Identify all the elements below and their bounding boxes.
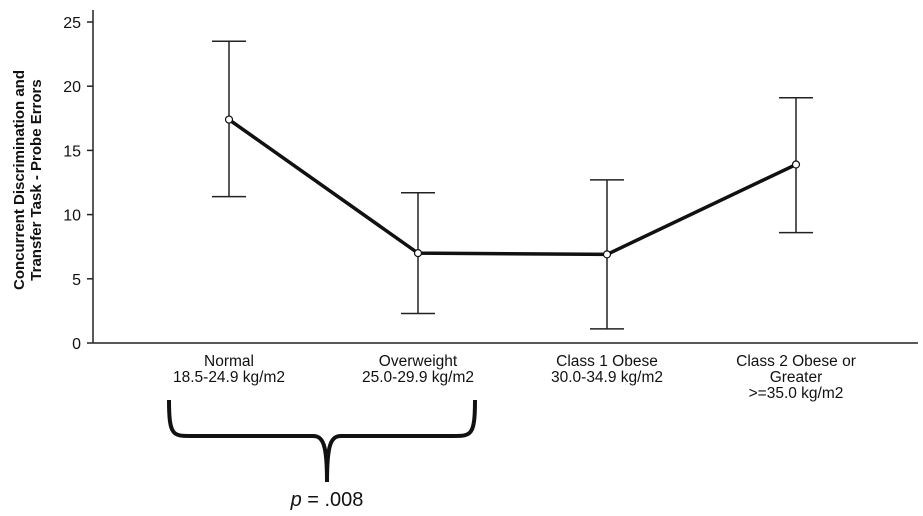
y-tick-label: 5: [72, 272, 81, 289]
series-line: [227, 118, 797, 257]
x-tick-label-line: Class 2 Obese or: [736, 353, 856, 370]
x-tick-label-line: Overweight: [379, 353, 458, 370]
x-tick-label: Normal 18.5-24.9 kg/m2: [173, 353, 285, 386]
x-tick-label-line: Greater: [770, 369, 823, 386]
x-tick-label-line: Normal: [204, 353, 254, 370]
x-tick-label: Overweight 25.0-29.9 kg/m2: [362, 353, 474, 386]
y-axis-label-line: Concurrent Discrimination and: [11, 70, 28, 290]
x-tick-label-line: Class 1 Obese: [556, 353, 658, 370]
data-point: [791, 160, 801, 169]
significance-brace: [167, 399, 477, 483]
y-ticks: 0 5 10 15 20 25: [63, 15, 93, 353]
x-tick-label-line: >=35.0 kg/m2: [749, 385, 844, 402]
y-tick-label: 10: [63, 208, 81, 225]
data-point: [413, 249, 423, 258]
series: [212, 40, 813, 330]
y-tick-label: 15: [63, 143, 81, 160]
data-point: [224, 115, 234, 124]
y-tick-label: 0: [72, 336, 81, 353]
x-tick-label: Class 2 Obese or Greater >=35.0 kg/m2: [736, 353, 856, 402]
y-axis-label-line: Transfer Task - Probe Errors: [28, 79, 45, 280]
axes: [92, 10, 918, 344]
p-value: = .008: [302, 489, 364, 511]
p-value-label: p = .008: [290, 489, 364, 511]
significance-annotation: p = .008: [167, 399, 477, 511]
x-tick-label-line: 25.0-29.9 kg/m2: [362, 369, 474, 386]
x-tick-label: Class 1 Obese 30.0-34.9 kg/m2: [551, 353, 663, 386]
data-point: [602, 250, 612, 259]
y-tick-label: 25: [63, 15, 81, 32]
y-axis-label: Concurrent Discrimination andTransfer Ta…: [11, 70, 45, 290]
x-categories: Normal 18.5-24.9 kg/m2 Overweight 25.0-29.9…: [173, 353, 856, 402]
y-tick-label: 20: [63, 79, 81, 96]
p-symbol: p: [290, 489, 302, 511]
x-tick-label-line: 30.0-34.9 kg/m2: [551, 369, 663, 386]
x-tick-label-line: 18.5-24.9 kg/m2: [173, 369, 285, 386]
